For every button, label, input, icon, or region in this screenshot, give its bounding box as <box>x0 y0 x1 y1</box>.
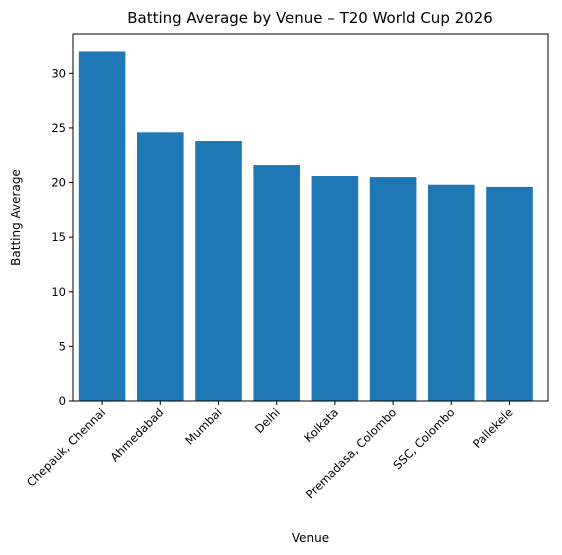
x-tick-label-4: Kolkata <box>301 405 341 445</box>
bar-5 <box>369 177 417 401</box>
x-tick-label-3: Delhi <box>252 405 283 436</box>
y-tick-label-2: 10 <box>51 285 66 299</box>
x-tick-label-6: SSC, Colombo <box>390 405 457 472</box>
bars-group <box>78 51 533 402</box>
y-axis-ticks: 0 5 10 15 20 25 30 <box>51 66 73 408</box>
bar-7 <box>486 186 533 401</box>
plot-frame <box>72 33 549 402</box>
y-tick-label-5: 25 <box>51 121 66 135</box>
chart-title: Batting Average by Venue – T20 World Cup… <box>127 9 493 27</box>
bar-3 <box>253 165 300 401</box>
bar-4 <box>311 175 359 401</box>
x-tick-label-1: Ahmedabad <box>107 405 166 464</box>
bar-1 <box>137 132 184 402</box>
x-axis-ticks: Chepauk, Chennai Ahmedabad Mumbai Delhi Kolk… <box>24 401 516 501</box>
bar-6 <box>428 184 475 401</box>
y-tick-label-0: 0 <box>59 394 66 408</box>
y-axis-label: Batting Average <box>9 169 23 266</box>
x-tick-label-7: Pallekele <box>470 405 516 451</box>
y-tick-label-3: 15 <box>51 230 66 244</box>
x-tick-label-2: Mumbai <box>182 405 224 447</box>
y-tick-label-6: 30 <box>51 66 66 80</box>
y-tick-label-4: 20 <box>51 176 66 190</box>
x-axis-label: Venue <box>292 531 329 545</box>
y-tick-label-1: 5 <box>59 339 66 353</box>
x-tick-label-0: Chepauk, Chennai <box>24 405 108 489</box>
bar-0 <box>78 51 126 401</box>
bar-2 <box>195 141 242 402</box>
